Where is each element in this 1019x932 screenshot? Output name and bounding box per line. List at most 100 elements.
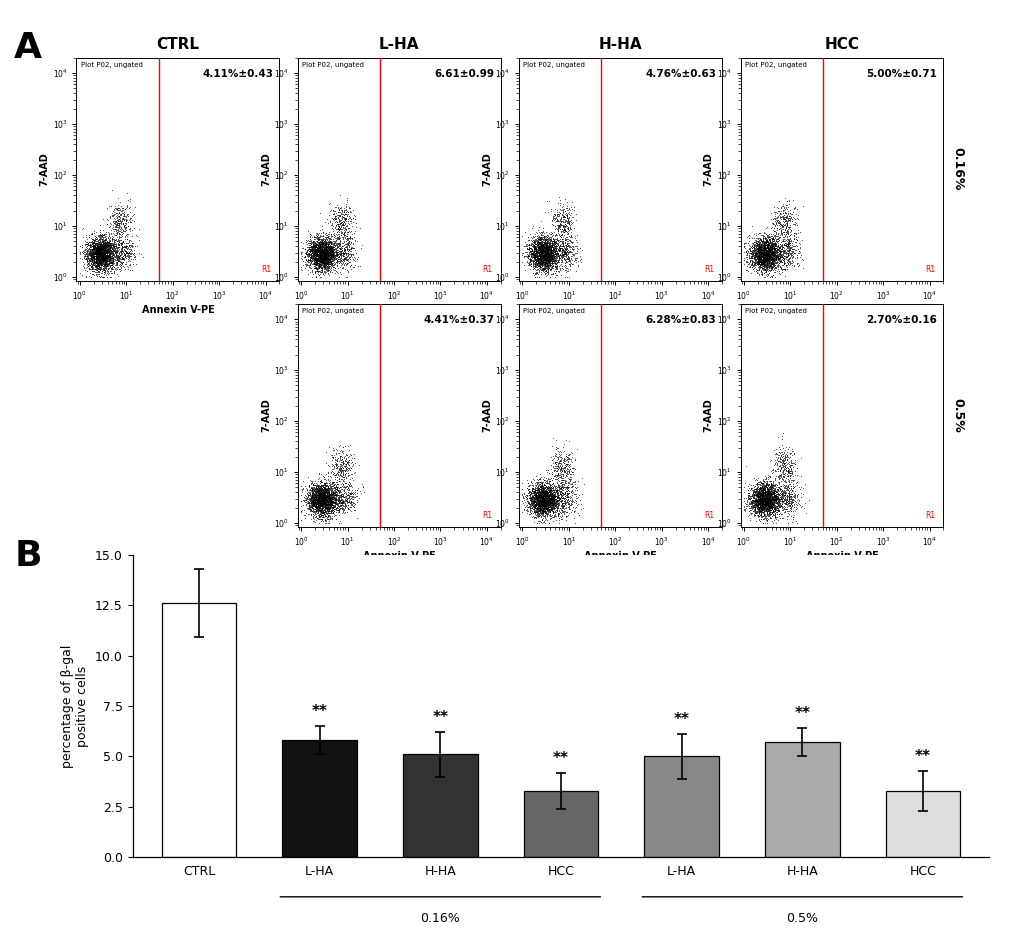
Point	[768, 250, 785, 265]
Point	[103, 241, 119, 256]
Point	[326, 488, 342, 503]
Point	[313, 505, 329, 520]
Point	[559, 249, 576, 264]
Point	[757, 477, 773, 492]
Point	[93, 249, 109, 264]
Point	[548, 206, 565, 221]
Point	[532, 258, 548, 273]
Point	[538, 243, 554, 258]
Point	[774, 203, 791, 218]
Point	[108, 248, 124, 263]
Point	[531, 245, 547, 260]
Point	[327, 251, 343, 266]
Point	[315, 239, 331, 254]
Point	[755, 258, 771, 273]
Point	[532, 497, 548, 512]
Point	[99, 242, 115, 257]
Point	[781, 500, 797, 515]
Point	[757, 232, 773, 247]
Point	[779, 215, 795, 230]
Point	[537, 254, 553, 269]
Point	[540, 490, 556, 505]
Point	[339, 213, 356, 228]
Point	[752, 495, 768, 510]
Point	[538, 498, 554, 513]
Point	[97, 237, 113, 252]
Point	[103, 255, 119, 270]
Point	[297, 491, 313, 506]
Point	[532, 487, 548, 501]
Point	[87, 247, 103, 262]
Point	[101, 254, 117, 268]
Point	[334, 249, 351, 264]
Point	[527, 500, 543, 515]
Point	[90, 242, 106, 257]
Point	[526, 496, 542, 511]
Point	[557, 260, 574, 275]
Point	[748, 514, 764, 528]
Point	[744, 262, 760, 277]
Point	[558, 239, 575, 254]
Point	[760, 243, 776, 258]
Point	[524, 500, 540, 514]
Point	[317, 499, 333, 514]
Point	[333, 496, 350, 511]
Point	[531, 249, 547, 264]
Point	[569, 257, 585, 272]
Point	[321, 256, 337, 271]
Point	[537, 268, 553, 283]
Point	[319, 248, 335, 263]
Point	[96, 246, 112, 261]
Point	[747, 492, 763, 507]
Point	[759, 253, 775, 267]
Point	[754, 492, 770, 507]
Point	[756, 500, 772, 514]
Point	[537, 493, 553, 508]
Point	[554, 461, 571, 476]
Point	[339, 454, 356, 469]
Point	[747, 488, 763, 503]
Point	[538, 495, 554, 510]
Point	[84, 242, 100, 257]
Point	[739, 492, 755, 507]
Point	[96, 253, 112, 267]
Point	[745, 488, 761, 503]
Point	[103, 245, 119, 260]
Point	[549, 493, 566, 508]
Point	[540, 249, 556, 264]
Point	[752, 243, 768, 258]
Point	[91, 241, 107, 256]
Point	[317, 495, 333, 510]
Point	[541, 485, 557, 500]
Point	[98, 252, 114, 267]
Point	[87, 241, 103, 256]
Point	[305, 234, 321, 249]
Point	[313, 478, 329, 493]
Point	[527, 267, 543, 281]
Point	[547, 253, 564, 267]
Point	[110, 209, 126, 224]
Point	[529, 487, 545, 502]
Point	[313, 254, 329, 268]
Point	[546, 249, 562, 264]
Point	[760, 477, 776, 492]
Point	[331, 201, 347, 216]
Point	[776, 249, 793, 264]
Point	[763, 476, 780, 491]
Point	[754, 254, 770, 269]
Point	[93, 261, 109, 276]
Point	[322, 203, 338, 218]
Point	[333, 214, 350, 229]
Point	[316, 502, 332, 517]
Point	[343, 240, 360, 255]
Point	[762, 243, 779, 258]
Point	[342, 236, 359, 251]
Point	[766, 235, 783, 250]
Point	[764, 492, 781, 507]
Point	[535, 486, 551, 500]
Point	[762, 247, 779, 262]
Point	[109, 212, 125, 227]
Point	[541, 503, 557, 518]
Point	[97, 265, 113, 280]
Point	[753, 486, 769, 500]
